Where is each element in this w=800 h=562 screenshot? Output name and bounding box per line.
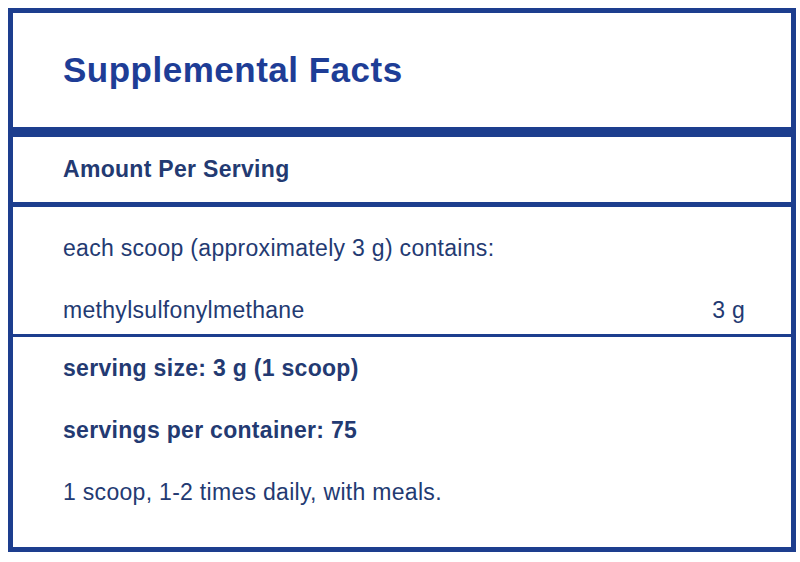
- ingredients-section: each scoop (approximately 3 g) contains:…: [13, 207, 791, 334]
- contains-line: each scoop (approximately 3 g) contains:: [63, 234, 745, 262]
- thick-divider: [13, 127, 791, 137]
- amount-per-serving-header: Amount Per Serving: [63, 156, 290, 183]
- directions-line: 1 scoop, 1-2 times daily, with meals.: [63, 478, 745, 506]
- panel-title: Supplemental Facts: [63, 50, 403, 90]
- ingredient-row: methylsulfonylmethane 3 g: [63, 296, 745, 324]
- supplement-facts-panel: Supplemental Facts Amount Per Serving ea…: [8, 8, 796, 552]
- amount-per-serving-section: Amount Per Serving: [13, 137, 791, 202]
- servings-per-container-line: servings per container: 75: [63, 416, 745, 444]
- ingredient-amount: 3 g: [712, 296, 745, 324]
- serving-size-line: serving size: 3 g (1 scoop): [63, 354, 745, 382]
- ingredient-name: methylsulfonylmethane: [63, 296, 305, 324]
- title-section: Supplemental Facts: [13, 13, 791, 127]
- serving-info-section: serving size: 3 g (1 scoop) servings per…: [13, 337, 791, 547]
